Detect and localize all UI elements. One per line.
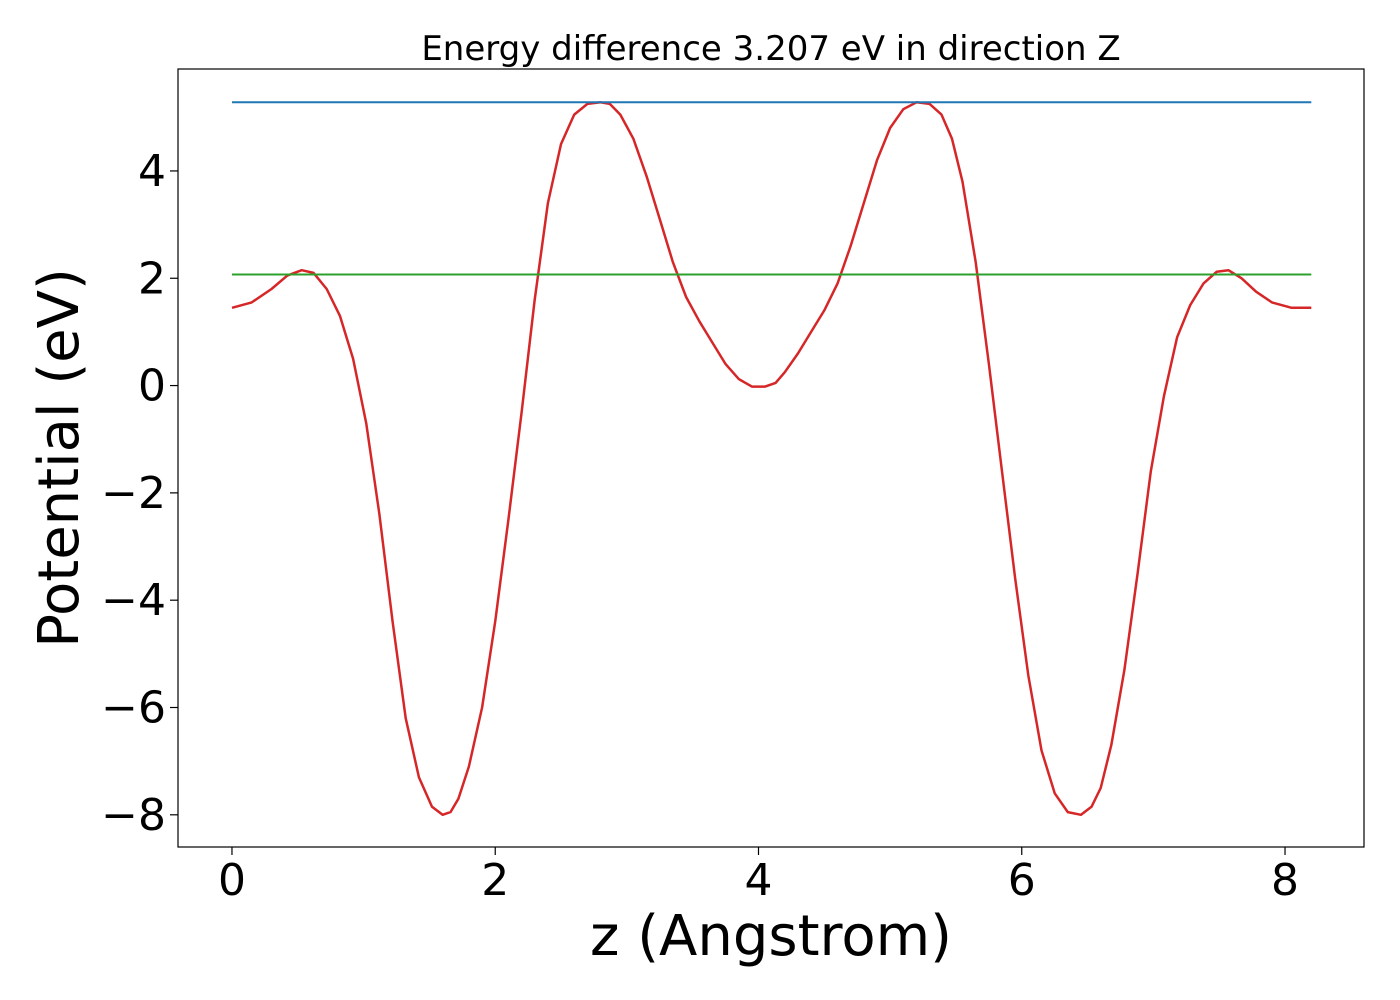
x-tick-label: 8 [1271,855,1299,906]
y-tick-label: −8 [101,790,166,841]
y-tick-label: 0 [138,361,166,412]
x-axis-label: z (Angstrom) [590,904,952,969]
x-axis: 0 2 4 6 8 [218,847,1299,906]
x-tick-label: 0 [218,855,246,906]
series-layer [231,101,1312,817]
x-tick-label: 4 [744,855,772,906]
y-tick-label: −6 [101,682,166,733]
x-tick-label: 6 [1008,855,1036,906]
y-tick-label: 2 [138,253,166,304]
y-axis-label: Potential (eV) [27,268,92,648]
y-tick-label: −2 [101,468,166,519]
y-tick-label: 4 [138,146,166,197]
plot-area [177,68,1365,848]
y-axis: −8 −6 −4 −2 0 2 4 [101,146,178,841]
y-tick-label: −4 [101,575,166,626]
chart-title: Energy difference 3.207 eV in direction … [421,29,1120,69]
x-tick-label: 2 [481,855,509,906]
potential-curve [231,101,1312,817]
